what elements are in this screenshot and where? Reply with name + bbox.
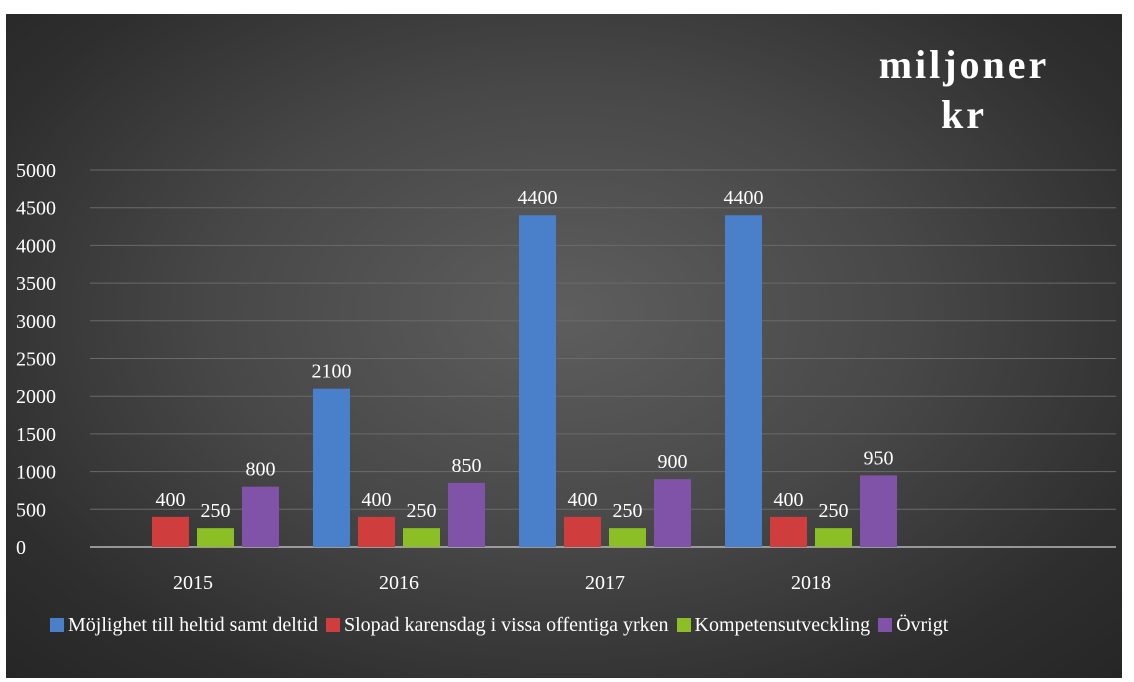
- y-tick-label: 3000: [16, 311, 56, 333]
- bar: [725, 215, 762, 548]
- x-axis-tick-labels: 2015 2016 2017 2018: [173, 572, 831, 594]
- y-tick-label: 5000: [16, 160, 56, 182]
- legend-item: Slopad karensdag i vissa offentiga yrken: [325, 610, 669, 640]
- bar: [654, 479, 691, 547]
- data-label: 400: [568, 489, 598, 511]
- y-tick-label: 4500: [16, 198, 56, 220]
- x-tick-label: 2018: [791, 572, 831, 594]
- data-labels: 400 250 800 2100 400 250 850 4400 400 250 900 4400 4…: [156, 187, 894, 522]
- bar: [403, 528, 440, 547]
- x-tick-label: 2017: [585, 572, 625, 594]
- y-tick-label: 1000: [16, 462, 56, 484]
- legend-swatch: [676, 618, 691, 632]
- data-label: 400: [156, 489, 186, 511]
- legend-swatch: [878, 618, 893, 632]
- y-tick-label: 3500: [16, 273, 56, 295]
- legend-label: Kompetensutveckling: [694, 614, 871, 636]
- data-label: 2100: [312, 361, 352, 383]
- y-tick-label: 2000: [16, 386, 56, 408]
- legend-label: Övrigt: [896, 614, 949, 636]
- legend-swatch: [50, 618, 64, 632]
- legend: Möjlighet till heltid samt deltid Slopad …: [50, 610, 1120, 640]
- bar: [609, 528, 646, 547]
- bars: [152, 215, 897, 548]
- data-label: 950: [864, 447, 894, 469]
- y-tick-label: 2500: [16, 349, 56, 371]
- data-label: 250: [201, 500, 231, 522]
- y-tick-label: 500: [16, 499, 46, 521]
- y-tick-label: 0: [16, 537, 26, 559]
- y-axis-tick-labels: 0 500 1000 1500 2000 2500 3000 3500 4000 4500 5000: [16, 160, 56, 559]
- data-label: 900: [658, 451, 688, 473]
- data-label: 250: [819, 500, 849, 522]
- bar: [860, 475, 897, 547]
- data-label: 400: [774, 489, 804, 511]
- bar: [448, 482, 485, 547]
- x-tick-label: 2016: [379, 572, 419, 594]
- legend-item: Kompetensutveckling: [676, 610, 871, 640]
- bar: [564, 516, 601, 547]
- bar: [152, 516, 189, 547]
- bar-chart: 0 500 1000 1500 2000 2500 3000 3500 4000 4500 5000…: [16, 160, 1116, 594]
- chart-frame: 0 500 1000 1500 2000 2500 3000 3500 4000 4500 5000…: [6, 14, 1122, 678]
- legend-label: Möjlighet till heltid samt deltid: [68, 614, 318, 636]
- bar: [815, 528, 852, 547]
- y-tick-label: 1500: [16, 424, 56, 446]
- data-label: 4400: [724, 187, 764, 209]
- data-label: 4400: [518, 187, 558, 209]
- data-label: 250: [407, 500, 437, 522]
- bar: [313, 388, 350, 547]
- bar: [197, 528, 234, 547]
- data-label: 850: [452, 455, 482, 477]
- legend-item: Möjlighet till heltid samt deltid: [50, 610, 318, 640]
- chart-title: miljoner kr: [878, 42, 1050, 137]
- data-label: 250: [613, 500, 643, 522]
- bar: [770, 516, 807, 547]
- legend-item: Övrigt: [878, 610, 948, 640]
- legend-label: Slopad karensdag i vissa offentiga yrken: [343, 614, 669, 636]
- x-tick-label: 2015: [173, 572, 213, 594]
- legend-swatch: [325, 618, 340, 632]
- data-label: 800: [246, 459, 276, 481]
- bar: [358, 516, 395, 547]
- bar: [242, 486, 279, 547]
- bar: [519, 215, 556, 548]
- y-tick-label: 4000: [16, 235, 56, 257]
- data-label: 400: [362, 489, 392, 511]
